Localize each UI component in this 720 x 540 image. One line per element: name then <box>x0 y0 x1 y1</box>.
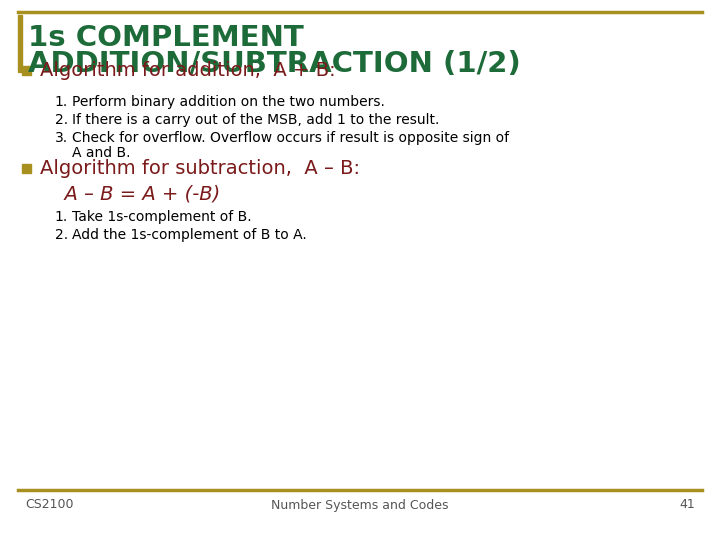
Text: 1s COMPLEMENT: 1s COMPLEMENT <box>28 24 304 52</box>
Text: 1.: 1. <box>55 95 68 109</box>
Text: A and B.: A and B. <box>72 146 130 160</box>
Text: A – B = A + (-B): A – B = A + (-B) <box>52 185 220 204</box>
Text: Number Systems and Codes: Number Systems and Codes <box>271 498 449 511</box>
Text: Algorithm for addition,  A + B:: Algorithm for addition, A + B: <box>40 60 336 79</box>
Bar <box>18 15 22 72</box>
Text: CS2100: CS2100 <box>25 498 73 511</box>
Bar <box>22 164 31 173</box>
Text: If there is a carry out of the MSB, add 1 to the result.: If there is a carry out of the MSB, add … <box>72 113 439 127</box>
Text: Take 1s-complement of B.: Take 1s-complement of B. <box>72 210 251 224</box>
Text: 41: 41 <box>679 498 695 511</box>
Bar <box>22 66 31 75</box>
Text: 1.: 1. <box>55 210 68 224</box>
Text: 2.: 2. <box>55 228 68 242</box>
Text: Check for overflow. Overflow occurs if result is opposite sign of: Check for overflow. Overflow occurs if r… <box>72 131 509 145</box>
Text: Add the 1s-complement of B to A.: Add the 1s-complement of B to A. <box>72 228 307 242</box>
Text: 2.: 2. <box>55 113 68 127</box>
Text: ADDITION/SUBTRACTION (1/2): ADDITION/SUBTRACTION (1/2) <box>28 50 521 78</box>
Text: Perform binary addition on the two numbers.: Perform binary addition on the two numbe… <box>72 95 385 109</box>
Text: 3.: 3. <box>55 131 68 145</box>
Text: Algorithm for subtraction,  A – B:: Algorithm for subtraction, A – B: <box>40 159 360 178</box>
